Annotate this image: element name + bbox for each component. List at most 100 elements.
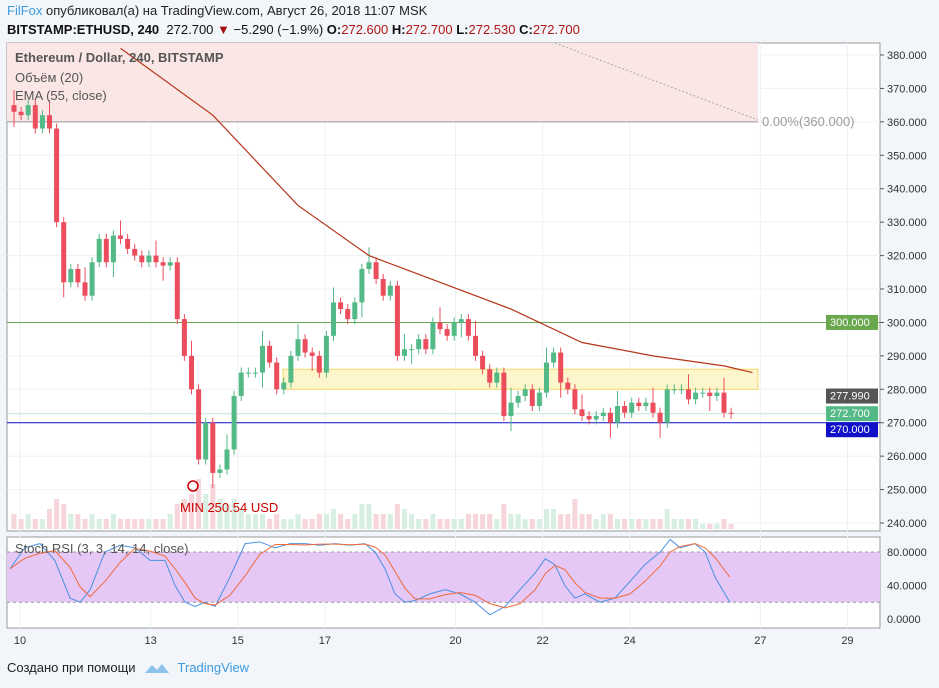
price-tick: 370.000 [887, 83, 927, 95]
last-price: 272.700 [166, 22, 214, 37]
candle [430, 322, 436, 350]
candle [678, 389, 684, 391]
candle [693, 392, 699, 400]
volume-bar [373, 514, 379, 529]
chart[interactable]: 380.000 370.000 360.000 350.000 340.000 330.0… [0, 0, 939, 655]
time-tick: 27 [754, 635, 766, 647]
volume-bar [515, 514, 521, 529]
stoch-k-line [9, 538, 731, 616]
candle [465, 319, 471, 336]
candle [643, 402, 649, 407]
volume-bar [444, 519, 450, 529]
volume-bar [508, 514, 514, 529]
price-label-bg [826, 388, 878, 404]
candle [323, 335, 329, 373]
candle [629, 402, 635, 413]
candle [373, 262, 379, 279]
candle [125, 238, 131, 249]
author-link[interactable]: FilFox [7, 3, 43, 18]
price-tick: 350.000 [887, 150, 927, 162]
candle [103, 238, 109, 263]
candle [274, 362, 280, 390]
volume-bar [281, 519, 287, 529]
candle [409, 349, 415, 351]
candle [473, 335, 478, 356]
volume-bar [544, 509, 549, 529]
candle [402, 349, 407, 356]
volume-bar [430, 514, 436, 529]
candle [32, 105, 38, 129]
symbol-bar: BITSTAMP:ETHUSD, 240 272.700 ▼ −5.290 (−… [7, 22, 580, 37]
candle [664, 389, 670, 423]
candle [224, 449, 230, 470]
volume-bar [522, 519, 528, 529]
price-label: 270.000 [830, 424, 870, 436]
candle [189, 355, 194, 390]
candle [345, 309, 351, 320]
candle [260, 345, 265, 373]
volume-bar [295, 514, 301, 529]
volume-bar [125, 519, 131, 529]
volume-bar [615, 519, 620, 529]
candle [551, 352, 557, 363]
candle [657, 412, 663, 423]
volume-bar [366, 504, 372, 529]
tradingview-link[interactable]: TradingView [177, 660, 250, 675]
candle [281, 382, 287, 390]
candle [174, 262, 180, 320]
candle [167, 262, 173, 266]
volume-bar [245, 514, 251, 529]
candle [252, 372, 258, 374]
axes: 380.000 370.000 360.000 350.000 340.000 330.0… [14, 50, 927, 647]
candle [607, 412, 613, 423]
min-marker [187, 480, 199, 492]
candle [501, 372, 507, 417]
price-tick: 340.000 [887, 184, 927, 196]
candle [39, 115, 45, 129]
volume-bar [174, 504, 180, 529]
volume-bar [693, 519, 699, 529]
volume-bar [664, 509, 670, 529]
candle [728, 412, 734, 414]
h-label: H: [391, 22, 406, 37]
price-label: 272.700 [830, 408, 870, 420]
candle [671, 389, 677, 391]
price-tick: 290.000 [887, 351, 927, 363]
price-tick: 320.000 [887, 251, 927, 263]
candle [245, 372, 251, 374]
volume-bar [536, 519, 542, 529]
volume-bar [231, 499, 237, 529]
volume-bar [678, 519, 684, 529]
stoch-tick: 40.0000 [887, 581, 927, 593]
volume-bar [607, 514, 613, 529]
volume-bar [110, 514, 116, 529]
volume-bar [11, 514, 17, 529]
volume-bar [359, 504, 365, 529]
volume-bar [551, 509, 557, 529]
volume-bar [132, 519, 138, 529]
candle [515, 395, 521, 403]
volume-bar [423, 519, 429, 529]
price-tick: 330.000 [887, 217, 927, 229]
o-label: O: [326, 22, 342, 37]
candle [309, 352, 315, 356]
price-tick: 380.000 [887, 50, 927, 62]
candle [96, 238, 102, 263]
volume-bar [629, 519, 635, 529]
candle [68, 268, 74, 283]
support-zone [282, 368, 759, 390]
volume-bar [558, 514, 564, 529]
volume-bar [671, 519, 677, 529]
volume-bar [18, 519, 24, 529]
time-tick: 20 [449, 635, 461, 647]
volume-bar [82, 519, 88, 529]
volume-bar [39, 519, 45, 529]
candle [529, 389, 535, 407]
candle [11, 105, 17, 112]
price-pane[interactable] [6, 42, 881, 532]
candle [579, 409, 585, 417]
volume-bar [529, 519, 535, 529]
volume-bar [409, 514, 415, 529]
price-label-bg [826, 406, 878, 422]
candle [387, 285, 393, 296]
